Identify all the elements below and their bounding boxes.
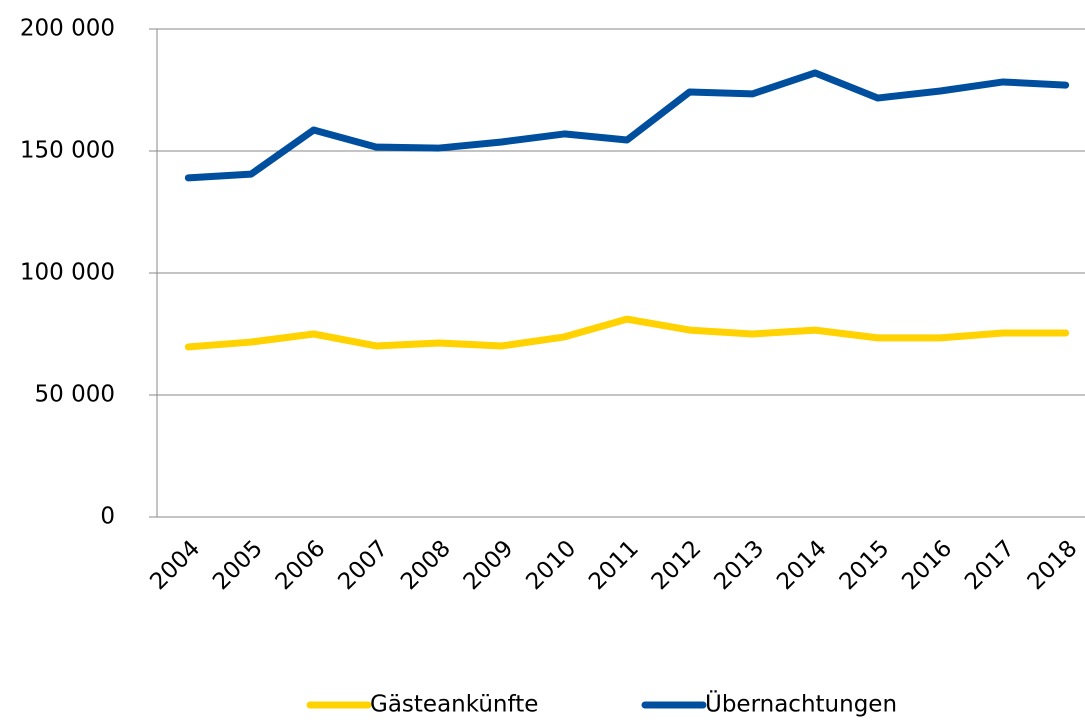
y-tick-label: 100 000 <box>20 260 115 286</box>
x-tick-label: 2013 <box>709 535 769 595</box>
x-tick-label: 2012 <box>647 535 707 595</box>
x-tick-label: 2014 <box>772 535 832 595</box>
x-tick-label: 2005 <box>208 535 268 595</box>
x-tick-label: 2017 <box>960 535 1020 595</box>
x-tick-label: 2015 <box>835 535 895 595</box>
legend-label: Gästeankünfte <box>370 692 538 718</box>
line-series <box>184 315 1070 351</box>
y-tick-label: 50 000 <box>35 382 115 408</box>
y-tick-label: 200 000 <box>20 16 115 42</box>
x-tick-label: 2006 <box>271 535 331 595</box>
x-tick-label: 2009 <box>459 535 519 595</box>
x-tick-label: 2018 <box>1023 535 1083 595</box>
y-tick-label: 150 000 <box>20 138 115 164</box>
x-tick-label: 2016 <box>897 535 957 595</box>
y-tick-label: 0 <box>100 504 115 530</box>
x-tick-label: 2008 <box>396 535 456 595</box>
x-tick-label: 2010 <box>521 535 581 595</box>
x-tick-label: 2011 <box>584 535 644 595</box>
x-tick-label: 2004 <box>145 535 205 595</box>
legend-label: Übernachtungen <box>705 690 897 718</box>
x-tick-label: 2007 <box>333 535 393 595</box>
line-series <box>184 69 1070 182</box>
